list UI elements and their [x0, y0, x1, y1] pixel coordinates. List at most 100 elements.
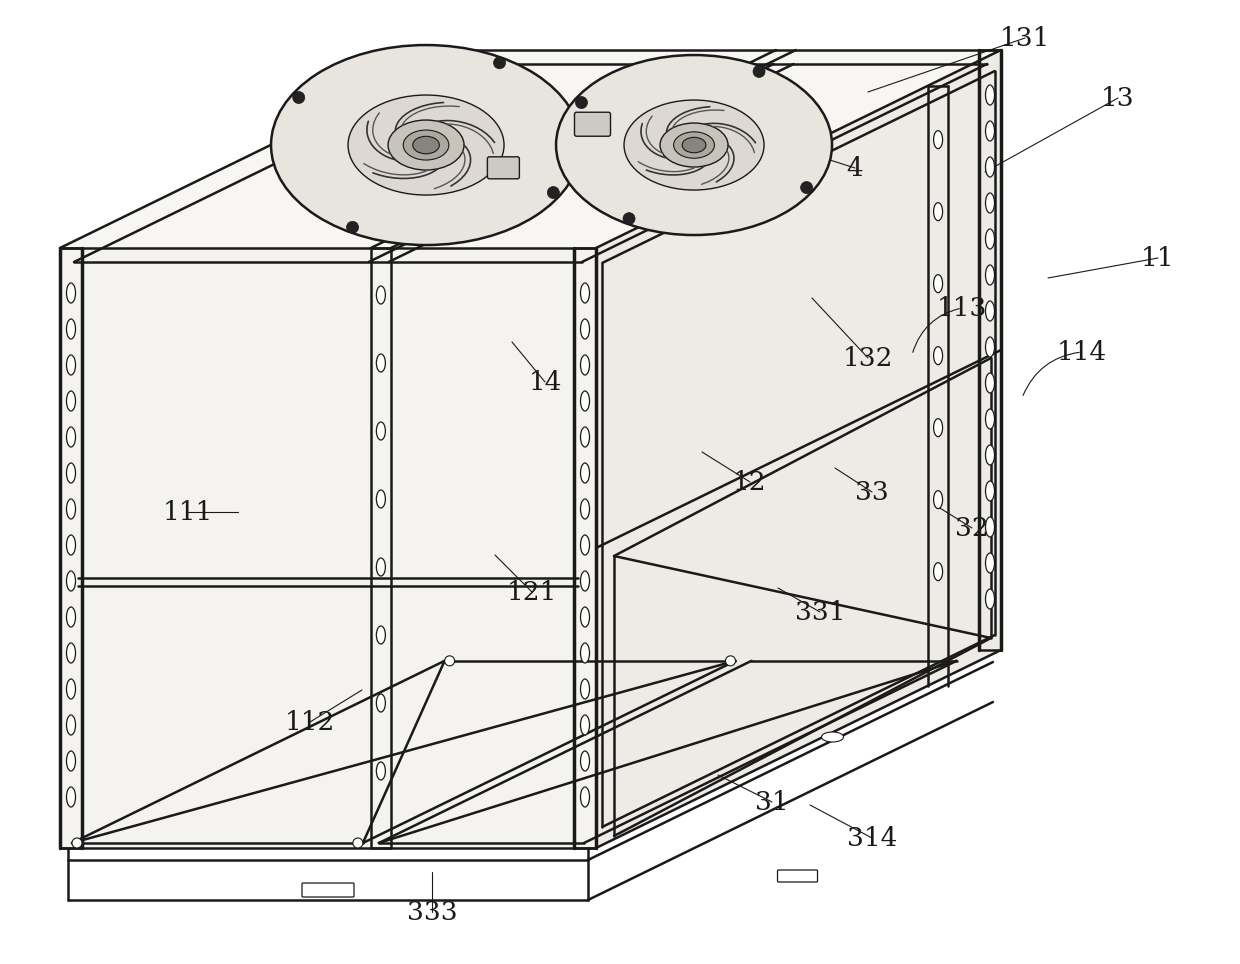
Ellipse shape [986, 157, 994, 177]
Ellipse shape [580, 751, 589, 771]
Text: 14: 14 [528, 369, 562, 394]
Circle shape [353, 838, 363, 848]
Text: 331: 331 [795, 600, 846, 625]
Ellipse shape [580, 643, 589, 663]
Text: 121: 121 [507, 579, 557, 604]
Polygon shape [596, 50, 1001, 848]
Text: 11: 11 [1141, 246, 1174, 271]
Ellipse shape [67, 355, 76, 375]
Circle shape [622, 213, 635, 225]
Circle shape [547, 187, 559, 199]
Ellipse shape [67, 607, 76, 627]
Ellipse shape [377, 694, 386, 712]
Ellipse shape [934, 491, 942, 509]
Circle shape [346, 222, 358, 233]
Ellipse shape [67, 283, 76, 303]
Ellipse shape [67, 499, 76, 519]
Ellipse shape [934, 563, 942, 580]
Ellipse shape [934, 275, 942, 293]
Ellipse shape [986, 337, 994, 357]
Ellipse shape [377, 422, 386, 440]
Ellipse shape [272, 45, 582, 245]
Ellipse shape [934, 202, 942, 221]
Ellipse shape [580, 607, 589, 627]
Circle shape [445, 656, 455, 666]
Text: 12: 12 [733, 469, 766, 495]
Ellipse shape [986, 301, 994, 321]
Circle shape [575, 96, 588, 109]
Ellipse shape [580, 355, 589, 375]
Text: 4: 4 [847, 155, 863, 180]
Ellipse shape [403, 130, 449, 160]
Ellipse shape [624, 100, 764, 190]
Ellipse shape [67, 427, 76, 447]
Text: 13: 13 [1101, 86, 1135, 111]
Ellipse shape [580, 535, 589, 555]
FancyBboxPatch shape [574, 112, 610, 136]
Ellipse shape [556, 55, 832, 235]
Circle shape [725, 656, 735, 666]
FancyBboxPatch shape [303, 883, 353, 897]
Text: 114: 114 [1056, 339, 1107, 364]
Circle shape [494, 57, 506, 68]
Ellipse shape [67, 715, 76, 735]
Ellipse shape [934, 418, 942, 437]
Polygon shape [60, 248, 596, 848]
Text: 131: 131 [999, 25, 1050, 50]
Text: 31: 31 [755, 790, 789, 815]
Ellipse shape [682, 137, 706, 152]
Ellipse shape [986, 373, 994, 393]
Ellipse shape [986, 517, 994, 537]
Ellipse shape [986, 265, 994, 285]
Ellipse shape [580, 391, 589, 411]
Ellipse shape [673, 132, 714, 158]
Ellipse shape [580, 427, 589, 447]
Ellipse shape [986, 193, 994, 213]
Ellipse shape [986, 121, 994, 141]
Ellipse shape [986, 229, 994, 249]
Ellipse shape [580, 715, 589, 735]
Polygon shape [60, 50, 1001, 248]
Ellipse shape [348, 95, 503, 195]
Ellipse shape [580, 679, 589, 699]
Ellipse shape [986, 409, 994, 429]
Ellipse shape [67, 535, 76, 555]
Ellipse shape [580, 499, 589, 519]
Ellipse shape [388, 120, 464, 170]
Ellipse shape [986, 553, 994, 573]
Ellipse shape [934, 131, 942, 148]
Ellipse shape [580, 463, 589, 483]
Ellipse shape [377, 286, 386, 304]
Ellipse shape [377, 490, 386, 508]
Text: 32: 32 [955, 516, 988, 541]
Ellipse shape [580, 787, 589, 807]
Circle shape [753, 66, 765, 77]
Text: 33: 33 [856, 479, 889, 504]
Circle shape [293, 92, 305, 103]
Ellipse shape [413, 136, 439, 154]
Text: 333: 333 [407, 899, 458, 924]
Ellipse shape [986, 481, 994, 501]
FancyBboxPatch shape [777, 870, 817, 882]
Ellipse shape [377, 558, 386, 576]
Ellipse shape [580, 571, 589, 591]
Text: 314: 314 [847, 825, 898, 850]
Ellipse shape [67, 571, 76, 591]
Ellipse shape [580, 319, 589, 339]
Ellipse shape [377, 626, 386, 644]
Ellipse shape [986, 589, 994, 609]
Ellipse shape [67, 463, 76, 483]
Circle shape [801, 181, 812, 194]
Ellipse shape [67, 319, 76, 339]
Text: 132: 132 [843, 345, 893, 370]
Ellipse shape [660, 123, 728, 167]
Ellipse shape [67, 787, 76, 807]
Text: 111: 111 [162, 499, 213, 524]
Ellipse shape [934, 347, 942, 364]
Ellipse shape [67, 643, 76, 663]
Ellipse shape [821, 732, 843, 742]
Text: 112: 112 [285, 710, 335, 735]
Ellipse shape [67, 751, 76, 771]
Circle shape [72, 838, 82, 848]
Ellipse shape [986, 445, 994, 465]
